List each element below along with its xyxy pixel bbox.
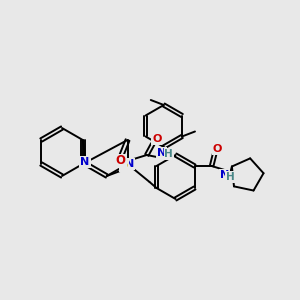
Text: N: N [80,157,90,167]
Text: H: H [226,172,235,182]
Text: N: N [220,170,229,180]
Text: N: N [157,148,167,158]
Text: N: N [157,148,167,158]
Text: O: O [213,144,222,154]
Text: O: O [152,134,161,144]
Text: H: H [164,149,173,159]
Text: O: O [152,134,161,144]
Text: H: H [226,172,235,182]
Text: O: O [213,144,222,154]
Text: S: S [119,158,128,172]
Text: S: S [119,158,128,172]
Text: N: N [125,159,134,169]
Text: N: N [220,170,229,180]
Text: N: N [125,159,134,169]
Text: N: N [80,157,90,167]
Text: O: O [116,154,126,167]
Text: H: H [164,149,173,159]
Text: O: O [116,154,126,167]
